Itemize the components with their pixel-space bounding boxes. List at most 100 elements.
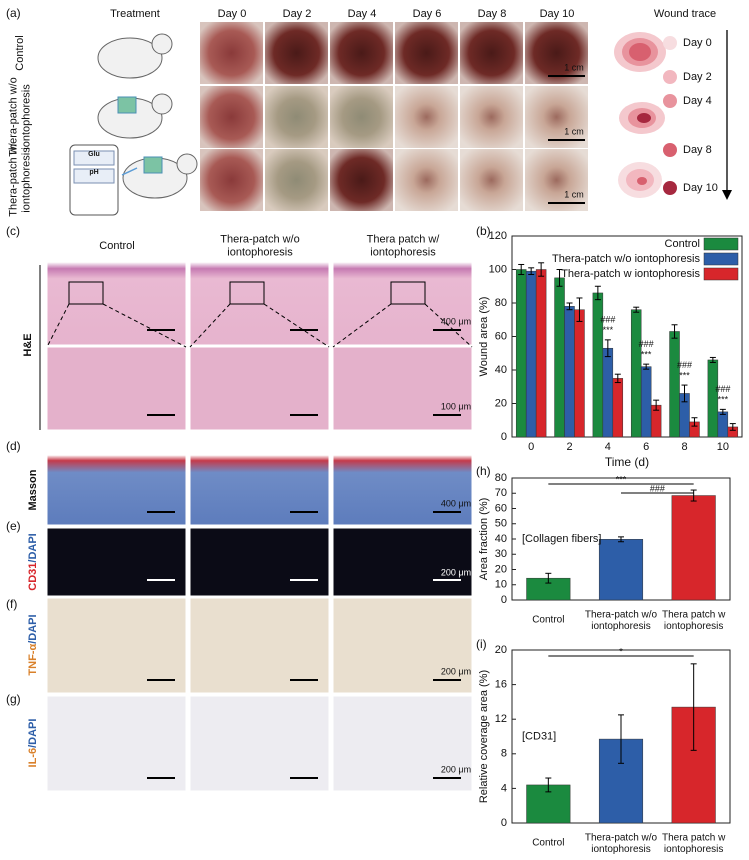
column-header: Control: [99, 240, 134, 252]
scale-bar-label: 200 μm: [441, 567, 471, 577]
y-tick-label: 20: [495, 563, 507, 575]
bar: [564, 306, 575, 438]
legend-label: Day 8: [683, 144, 712, 156]
y-tick-label: 0: [501, 594, 507, 606]
column-header: Day 4: [348, 8, 377, 20]
trace-title: Wound trace: [654, 8, 716, 20]
stain-part: TNF-α: [27, 644, 39, 676]
significance: ***: [616, 474, 627, 484]
stain-part: /DAPI: [27, 533, 39, 562]
zoom-box: [229, 281, 265, 305]
y-tick-label: 80: [495, 297, 507, 309]
photo: [395, 149, 458, 211]
y-axis-label: Area fraction (%): [478, 498, 490, 581]
bar: [515, 269, 527, 438]
photo: [265, 22, 328, 84]
legend-label: Day 4: [683, 95, 712, 107]
x-axis-label: Time (d): [605, 455, 649, 469]
scale-bar-label: 100 μm: [441, 401, 471, 411]
histology-images: [46, 261, 473, 792]
chart-label: [Collagen fibers]: [522, 533, 602, 545]
scale-bar-label: 400 μm: [441, 316, 471, 326]
stain-part: /DAPI: [27, 719, 39, 748]
stain-label: CD31/DAPI: [27, 533, 39, 590]
x-tick-label: 2: [566, 441, 572, 453]
y-tick-label: 80: [495, 472, 507, 484]
row-label: Thera-patch w/oiontophoresis: [8, 77, 33, 156]
legend-label: Day 0: [683, 37, 712, 49]
y-tick-label: 60: [495, 502, 507, 514]
x-tick-label: Control: [532, 615, 564, 626]
legend-swatch: [663, 143, 677, 157]
scale-bar-label: 1 cm: [564, 189, 584, 199]
micrograph: [189, 695, 330, 792]
micrograph: [46, 454, 187, 526]
stain-part: /DAPI: [27, 614, 39, 643]
micrograph: [46, 346, 187, 431]
micrograph: [189, 454, 330, 526]
bar: [640, 366, 652, 438]
zoom-line: [46, 303, 70, 348]
legend-swatch: [703, 252, 739, 266]
panel-label: (h): [476, 464, 491, 478]
legend-label: Thera-patch w iontophoresis: [561, 268, 700, 280]
significance: ### ***: [600, 315, 615, 335]
wound-photos: [200, 22, 588, 211]
x-tick-label: Thera patch w iontophoresis: [662, 609, 726, 632]
column-header: Day 2: [283, 8, 312, 20]
bar: [574, 309, 585, 438]
panel-label: (f): [6, 597, 17, 611]
micrograph: [46, 695, 187, 792]
bar: [525, 270, 537, 438]
scale-bar-label: 200 μm: [441, 764, 471, 774]
legend-label: Day 10: [683, 182, 718, 194]
micrograph: [332, 527, 473, 597]
column-header: Treatment: [110, 8, 160, 20]
y-tick-label: 70: [495, 487, 507, 499]
scale-bar-label: 200 μm: [441, 666, 471, 676]
phone-label: Glu: [88, 151, 100, 158]
significance: ###: [650, 483, 665, 493]
panel-label: (b): [476, 224, 491, 238]
y-tick-label: 20: [495, 397, 507, 409]
photo: [330, 149, 393, 211]
bar: [598, 539, 644, 601]
zoom-line: [263, 303, 330, 348]
chart-label: [CD31]: [522, 730, 556, 742]
stain-part: CD31: [27, 563, 39, 591]
rat-illustrations: [69, 33, 198, 216]
stain-label: H&E: [22, 333, 34, 356]
row-label: Control: [14, 35, 26, 70]
legend-swatch: [663, 94, 677, 108]
micrograph: [189, 597, 330, 694]
y-tick-label: 40: [495, 364, 507, 376]
photo: [460, 149, 523, 211]
micrograph: [46, 597, 187, 694]
bar: [671, 495, 716, 601]
x-tick-label: Thera patch w iontophoresis: [662, 832, 726, 855]
y-tick-label: 120: [489, 230, 507, 242]
micrograph: [332, 597, 473, 694]
photo: [525, 86, 588, 148]
y-tick-label: 16: [495, 679, 507, 691]
photo: [525, 22, 588, 84]
y-tick-label: 8: [501, 748, 507, 760]
legend-label: Thera-patch w/o iontophoresis: [552, 253, 700, 265]
micrograph: [332, 454, 473, 526]
legend-swatch: [703, 267, 739, 281]
column-header: Day 10: [540, 8, 575, 20]
photo: [265, 149, 328, 211]
zoom-line: [424, 303, 473, 348]
stain-part: IL-6: [27, 748, 39, 768]
column-header: Day 0: [218, 8, 247, 20]
y-tick-label: 20: [495, 644, 507, 656]
y-tick-label: 100: [489, 263, 507, 275]
bar: [535, 269, 547, 438]
column-header: Thera patch w/iontophoresis: [367, 234, 441, 259]
legend-label: Control: [665, 238, 700, 250]
zoom-line: [189, 303, 231, 348]
y-axis-label: Relative coverage area (%): [478, 670, 490, 803]
panel-label: (d): [6, 439, 21, 453]
